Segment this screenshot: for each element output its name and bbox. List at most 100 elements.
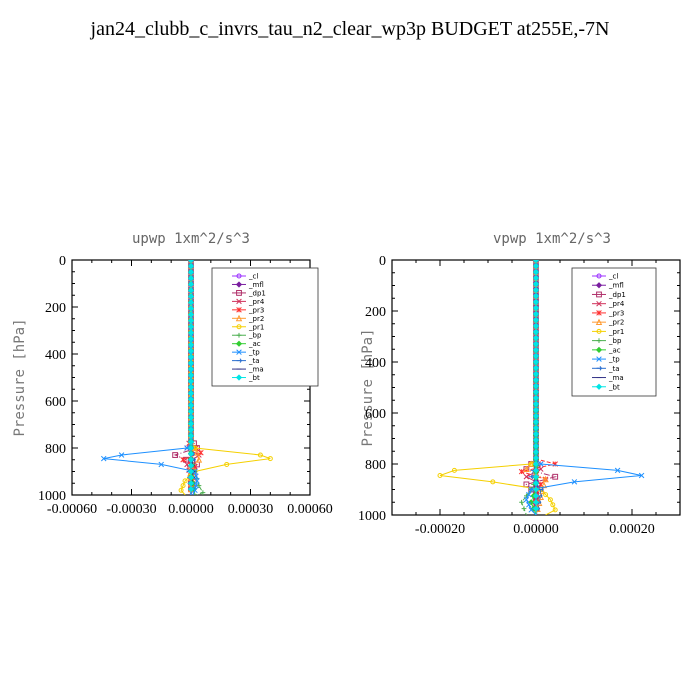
series-marker-tp [571,479,578,485]
legend-marker [235,374,243,381]
series-marker-tp [538,461,544,467]
legend-marker [596,310,602,316]
series-marker-pr1 [224,461,230,467]
series-marker-tp [528,507,534,513]
legend-marker [236,298,242,305]
series-marker-bt [532,400,540,408]
series-marker-bt [187,275,195,282]
series-marker-pr2 [542,475,549,483]
series-marker-pr1 [257,452,263,458]
legend-marker [236,324,242,330]
x-tick-label: 0.00030 [228,502,274,517]
series-marker-pr1 [267,456,273,462]
series-marker-pr1 [550,502,556,508]
series-group [437,260,645,515]
series-marker-pr1 [543,492,549,498]
series-marker-bt [532,442,540,450]
legend-marker [596,291,602,298]
legend-marker [595,346,603,353]
panel-title: vpwp 1xm^2/s^3 [493,231,611,247]
series-marker-tp [158,461,165,468]
series-marker-bt [532,436,540,444]
x-tick-label: 0.00060 [287,502,333,517]
series-marker-bt [532,262,540,270]
y-tick-label: 800 [365,458,386,473]
x-tick-label: 0.00000 [168,502,214,517]
series-marker-bt [532,412,540,420]
legend-marker [236,332,242,338]
series-marker-dp1 [172,452,179,458]
y-tick-label: 1000 [358,509,386,524]
series-marker-bt [532,418,540,426]
legend-marker [596,366,603,371]
series-marker-bt [532,328,540,336]
series-marker-tp [193,482,199,489]
series-marker-pr1 [547,497,553,503]
y-tick-label: 200 [365,305,386,320]
series-marker-bt [532,316,540,324]
series-marker-bt [532,448,540,456]
series-marker-ac [528,499,535,506]
series-marker-bt [532,304,540,312]
legend-marker [595,318,603,326]
series-marker-bt [532,322,540,330]
series-marker-bt [187,299,195,306]
series-marker-bt [187,384,195,391]
series-marker-pr1 [178,487,184,493]
series-marker-bp [196,483,202,488]
series-marker-tp [638,472,645,479]
y-tick-label: 0 [379,254,386,269]
legend-label: _dp1 [608,291,626,299]
series-marker-bt [532,352,540,360]
series-group [100,260,273,495]
legend-label: _cl [248,273,258,281]
legend-label: _bp [608,337,622,345]
series-marker-pr3 [518,468,525,475]
series-marker-bt [187,468,195,475]
series-marker-tp [526,491,532,498]
series-marker-bt [187,486,195,493]
legend-label: _cl [608,273,618,281]
series-marker-tp [194,478,200,484]
series-marker-bt [532,492,540,499]
y-tick-label: 600 [365,407,386,422]
series-marker-bt [187,353,195,361]
legend-marker [235,340,243,347]
series-marker-bt [187,378,195,385]
series-marker-bt [187,317,195,324]
series-marker-bt [187,305,195,312]
series-marker-pr1 [182,478,188,484]
series-marker-bp [519,499,524,505]
legend-label: _pr4 [248,298,265,306]
series-marker-bt [532,430,540,438]
series-marker-bt [187,359,195,367]
series-marker-bt [532,460,540,468]
series-marker-bt [187,480,195,487]
series-marker-tp [528,486,534,493]
series-marker-pr4 [523,473,530,480]
y-axis-label: Pressure [hPa] [360,328,376,446]
legend-box [211,267,319,387]
series-marker-bt [187,287,195,294]
series-marker-dp1 [552,473,559,480]
series-marker-bt [187,450,195,457]
legend-label: _bt [608,383,620,391]
legend-marker [596,300,602,307]
legend-marker [595,282,603,289]
legend-label: _ta [608,365,620,373]
legend-box [571,267,657,397]
series-marker-bt [187,474,195,481]
series-marker-bt [187,438,195,446]
legend-label: _ac [248,340,261,348]
panel-1: upwp 1xm^2/s^3 Pressure [hPa] -0.00060 -0.0… [12,231,333,517]
series-marker-bt [187,432,195,439]
series-marker-bt [187,323,195,330]
legend: _cl_mfl_dp1_pr4_pr3_pr2_pr1_bp_ac_tp_ta_… [211,267,319,387]
x-tick-label: 0.00020 [609,522,655,537]
series-marker-pr2 [195,456,203,463]
series-marker-bt [187,426,195,433]
y-tick-label: 200 [45,301,66,316]
series-marker-bt [532,505,540,512]
series-marker-bt [187,444,195,452]
